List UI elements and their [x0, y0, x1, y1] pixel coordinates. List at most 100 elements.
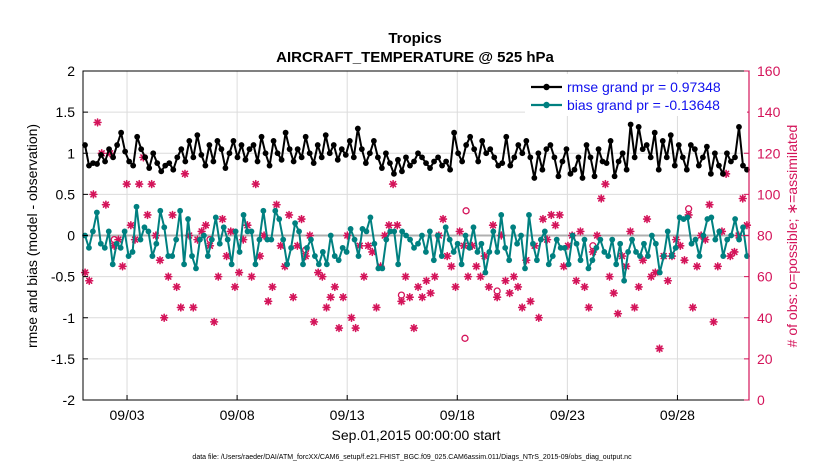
bias-point — [268, 236, 275, 243]
rmse-point — [354, 125, 361, 132]
y2-tick-label: 140 — [757, 104, 781, 120]
bias-point — [617, 240, 624, 247]
rmse-point — [338, 146, 345, 153]
bias-point — [506, 257, 513, 264]
obs-assimilated-marker — [418, 292, 427, 302]
obs-assimilated-marker — [218, 214, 227, 224]
bias-point — [339, 244, 346, 251]
bias-series — [82, 203, 750, 284]
rmse-point — [322, 132, 329, 139]
y-axis-left: -2 -1.5 -1 -0.5 0 0.5 1 1.5 2 — [51, 63, 88, 408]
rmse-point — [543, 146, 550, 153]
rmse-point — [206, 142, 213, 148]
rmse-point — [683, 166, 690, 173]
bias-point — [391, 228, 398, 235]
bias-point — [450, 249, 457, 255]
rmse-point — [639, 146, 646, 153]
obs-assimilated-marker — [368, 247, 377, 257]
x-tick-label: 09/03 — [110, 407, 145, 423]
rmse-point — [350, 154, 357, 161]
rmse-point — [479, 138, 486, 144]
bias-point — [482, 269, 489, 276]
bias-point — [609, 236, 616, 243]
obs-assimilated-marker — [189, 303, 198, 312]
bias-point — [593, 244, 600, 251]
rmse-point — [427, 165, 433, 171]
rmse-point — [226, 150, 233, 157]
rmse-point — [415, 150, 421, 157]
rmse-point — [374, 154, 381, 161]
bias-point — [240, 212, 247, 218]
obs-assimilated-marker — [268, 282, 277, 292]
rmse-point — [531, 175, 538, 181]
obs-assimilated-marker — [172, 282, 181, 292]
bias-point — [109, 261, 116, 268]
bias-point — [113, 240, 120, 247]
obs-assimilated-marker — [264, 297, 273, 306]
bias-point — [553, 236, 560, 243]
x-tick-label: 09/18 — [440, 407, 475, 423]
rmse-point — [254, 158, 261, 165]
obs-assimilated-marker — [688, 303, 698, 312]
bias-point — [613, 261, 620, 268]
x-tick-label: 09/23 — [550, 407, 585, 423]
bias-point — [296, 228, 302, 235]
bias-point — [117, 244, 124, 251]
rmse-point — [330, 142, 337, 148]
rmse-point — [539, 166, 546, 173]
bias-point — [137, 236, 144, 243]
rmse-point — [623, 166, 630, 173]
obs-assimilated-marker — [555, 210, 564, 220]
obs-assimilated-marker — [655, 344, 664, 353]
obs-assimilated-marker — [393, 221, 402, 230]
obs-assimilated-marker — [713, 262, 722, 271]
bias-point — [220, 224, 227, 231]
bias-point — [224, 236, 231, 243]
bias-point — [641, 240, 647, 247]
rmse-point — [150, 150, 157, 157]
bias-point — [86, 244, 92, 251]
y-tick-label: 0.5 — [56, 186, 76, 202]
bias-point — [149, 253, 156, 259]
obs-assimilated-marker — [297, 214, 306, 224]
bias-point — [327, 232, 334, 239]
legend: rmse grand pr = 0.97348 bias grand pr = … — [525, 74, 747, 116]
obs-assimilated-marker — [397, 297, 406, 306]
rmse-point — [202, 162, 209, 169]
rmse-point — [643, 142, 650, 148]
obs-assimilated-marker — [134, 179, 144, 189]
bias-point — [415, 240, 421, 247]
obs-assimilated-marker — [284, 210, 294, 220]
bias-point — [716, 228, 723, 235]
bias-point — [379, 265, 386, 272]
bias-point — [545, 261, 552, 268]
obs-assimilated-marker — [576, 227, 585, 236]
rmse-point — [106, 146, 112, 153]
obs-assimilated-marker — [534, 313, 543, 322]
obs-assimilated-marker — [338, 292, 348, 302]
obs-assimilated-marker — [372, 303, 381, 312]
rmse-point — [736, 124, 742, 130]
bias-point — [367, 214, 374, 221]
bias-point — [90, 228, 96, 235]
bias-point — [169, 253, 176, 259]
bias-point — [700, 232, 707, 239]
obs-assimilated-marker — [422, 276, 431, 285]
obs-assimilated-marker — [330, 282, 340, 292]
bias-point — [395, 261, 402, 268]
obs-assimilated-marker — [409, 323, 419, 333]
rmse-point — [174, 154, 181, 161]
rmse-series — [82, 121, 750, 181]
obs-assimilated-marker — [101, 200, 111, 209]
bias-point — [537, 236, 544, 243]
obs-assimilated-marker — [89, 190, 98, 199]
bias-point — [276, 216, 283, 222]
y-tick-label: 1.5 — [56, 104, 76, 120]
y-tick-label: -1 — [63, 310, 76, 326]
obs-assimilated-marker — [613, 309, 623, 318]
rmse-point — [583, 142, 590, 148]
rmse-point — [611, 173, 618, 180]
bias-point — [478, 240, 485, 247]
obs-assimilated-marker — [318, 272, 327, 281]
bias-point — [494, 249, 501, 255]
